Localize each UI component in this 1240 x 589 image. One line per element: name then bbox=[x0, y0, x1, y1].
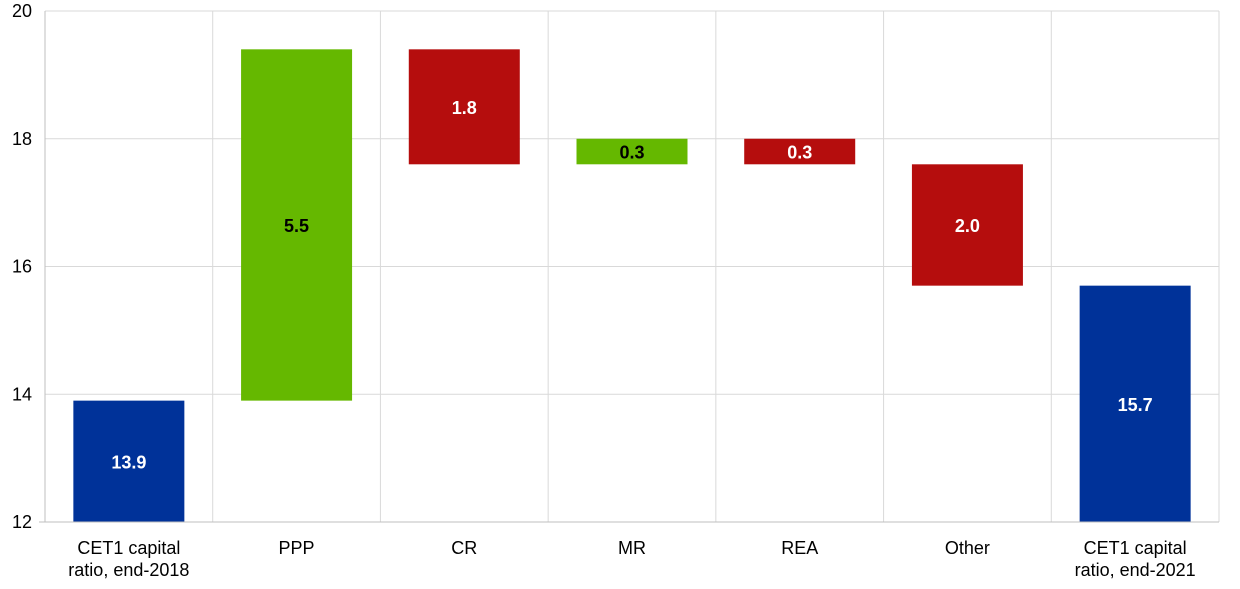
bar-6 bbox=[911, 164, 1023, 286]
bar-7 bbox=[1079, 285, 1191, 522]
category-label: CET1 capital ratio, end-2018 bbox=[68, 538, 189, 580]
y-tick-label: 14 bbox=[12, 384, 32, 404]
category-label: Other bbox=[945, 538, 990, 558]
data-label: 0.3 bbox=[787, 143, 812, 163]
data-label: 2.0 bbox=[955, 216, 980, 236]
category-label: CR bbox=[451, 538, 477, 558]
bar-5 bbox=[744, 138, 856, 165]
y-tick-label: 18 bbox=[12, 129, 32, 149]
axes bbox=[39, 11, 1219, 523]
y-tick-label: 16 bbox=[12, 257, 32, 277]
data-label: 0.3 bbox=[619, 143, 644, 163]
data-label: 5.5 bbox=[284, 216, 309, 236]
grid-lines bbox=[45, 10, 1220, 522]
category-label: CET1 capital ratio, end-2021 bbox=[1075, 538, 1196, 580]
bar-1 bbox=[73, 400, 185, 522]
category-label: MR bbox=[618, 538, 646, 558]
category-label: REA bbox=[781, 538, 818, 558]
data-label: 13.9 bbox=[111, 452, 146, 472]
bar-2 bbox=[241, 49, 353, 401]
bar-3 bbox=[408, 49, 520, 165]
y-tick-labels: 12 14 16 18 20 bbox=[12, 1, 32, 532]
y-tick-label: 12 bbox=[12, 512, 32, 532]
data-label: 15.7 bbox=[1118, 395, 1153, 415]
data-label: 1.8 bbox=[452, 98, 477, 118]
category-label: PPP bbox=[279, 538, 315, 558]
bar-4 bbox=[576, 138, 688, 165]
category-labels: CET1 capital ratio, end-2018 PPP CR MR REA Oth… bbox=[68, 538, 1195, 580]
bars bbox=[73, 49, 1191, 522]
y-tick-label: 20 bbox=[12, 1, 32, 21]
data-labels: 13.9 5.5 1.8 0.3 0.3 2.0 15.7 bbox=[111, 98, 1152, 473]
